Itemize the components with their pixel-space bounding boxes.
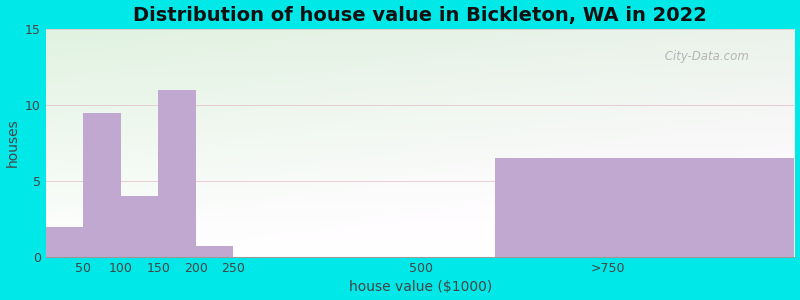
Bar: [196, 246, 233, 257]
Bar: [121, 196, 158, 257]
Bar: [158, 90, 196, 257]
Y-axis label: houses: houses: [6, 118, 19, 167]
X-axis label: house value ($1000): house value ($1000): [349, 280, 492, 294]
Bar: [83, 112, 121, 257]
Bar: [46, 226, 83, 257]
Bar: [495, 158, 794, 257]
Text: City-Data.com: City-Data.com: [661, 50, 749, 63]
Title: Distribution of house value in Bickleton, WA in 2022: Distribution of house value in Bickleton…: [134, 6, 707, 25]
